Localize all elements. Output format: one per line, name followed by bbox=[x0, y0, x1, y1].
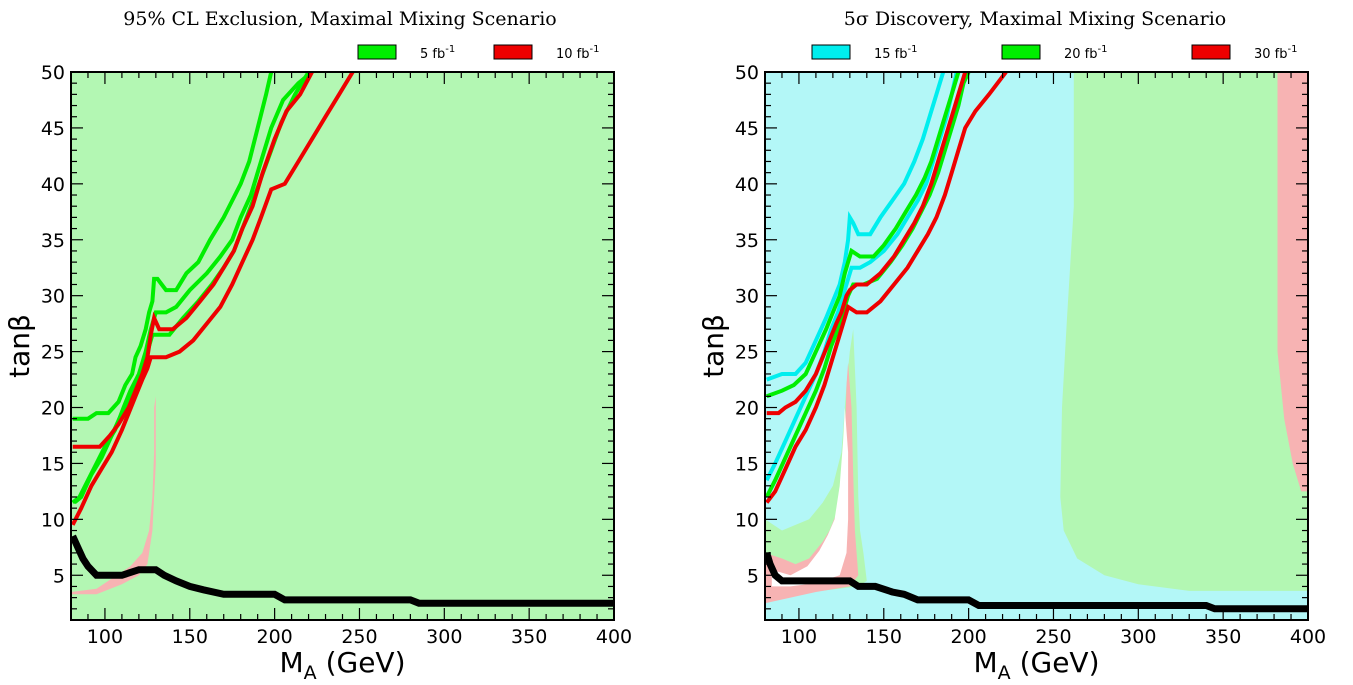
plot-area bbox=[71, 72, 614, 620]
region-1 bbox=[1060, 72, 1308, 591]
legend-label: 5 fb-1 bbox=[420, 44, 455, 62]
y-axis-label: tanβ bbox=[3, 314, 36, 378]
series-line-3 bbox=[72, 72, 314, 449]
x-tick-label: 250 bbox=[1035, 626, 1071, 648]
y-tick-label: 50 bbox=[41, 62, 65, 84]
plot-area bbox=[765, 72, 1308, 620]
y-tick-label: 15 bbox=[41, 453, 65, 475]
x-axis-label: MA (GeV) bbox=[974, 646, 1100, 684]
y-tick-label: 10 bbox=[41, 509, 65, 531]
x-tick-label: 200 bbox=[256, 626, 292, 648]
legend-label: 10 fb-1 bbox=[556, 44, 600, 62]
legend-label: 15 fb-1 bbox=[874, 44, 918, 62]
series-line-4 bbox=[71, 72, 355, 526]
legend: 5 fb-1 10 fb-1 bbox=[357, 44, 600, 62]
y-tick-label: 40 bbox=[41, 174, 65, 196]
y-tick-label: 20 bbox=[41, 398, 65, 420]
legend-swatch bbox=[811, 44, 851, 60]
x-tick-label: 150 bbox=[172, 626, 208, 648]
legend-swatch bbox=[1001, 44, 1041, 60]
y-axis-label: tanβ bbox=[697, 314, 730, 378]
y-tick-label: 10 bbox=[735, 509, 759, 531]
y-tick-label: 50 bbox=[735, 62, 759, 84]
y-tick-label: 30 bbox=[735, 286, 759, 308]
y-tick-label: 35 bbox=[41, 230, 65, 252]
series-line-6 bbox=[765, 551, 1308, 613]
y-axis: 5 10 15 20 25 30 35 40 45 50 bbox=[41, 62, 614, 621]
y-tick-label: 45 bbox=[735, 118, 759, 140]
legend-label: 20 fb-1 bbox=[1064, 44, 1108, 62]
series-line-4 bbox=[766, 72, 968, 416]
legend-swatch bbox=[1191, 44, 1231, 60]
x-tick-label: 300 bbox=[426, 626, 462, 648]
x-axis: 100 150 200 250 300 350 400 bbox=[70, 72, 632, 648]
legend-swatch bbox=[357, 44, 397, 60]
chart-title: 95% CL Exclusion, Maximal Mixing Scenari… bbox=[123, 8, 556, 30]
y-tick-label: 5 bbox=[747, 565, 759, 587]
x-tick-label: 100 bbox=[87, 626, 123, 648]
discovery-panel: 100 150 200 250 300 350 400 5 10 15 20 25 30 35 40 45 50… bbox=[697, 8, 1326, 684]
x-tick-label: 350 bbox=[511, 626, 547, 648]
y-tick-label: 35 bbox=[735, 230, 759, 252]
y-tick-label: 5 bbox=[53, 565, 65, 587]
x-axis: 100 150 200 250 300 350 400 bbox=[764, 72, 1326, 648]
x-tick-label: 150 bbox=[866, 626, 902, 648]
y-tick-label: 15 bbox=[735, 453, 759, 475]
y-tick-label: 30 bbox=[41, 286, 65, 308]
x-tick-label: 300 bbox=[1120, 626, 1156, 648]
x-tick-label: 250 bbox=[341, 626, 377, 648]
y-tick-label: 25 bbox=[41, 342, 65, 364]
x-tick-label: 400 bbox=[596, 626, 632, 648]
region-5 bbox=[771, 407, 849, 587]
series-line-0 bbox=[72, 72, 274, 421]
series-line-0 bbox=[766, 72, 946, 382]
chart-title: 5σ Discovery, Maximal Mixing Scenario bbox=[844, 8, 1226, 30]
series-line-5 bbox=[765, 72, 1008, 504]
x-tick-label: 350 bbox=[1205, 626, 1241, 648]
x-tick-label: 200 bbox=[950, 626, 986, 648]
series-line-5 bbox=[71, 534, 614, 607]
y-tick-label: 25 bbox=[735, 342, 759, 364]
exclusion-panel: 100 150 200 250 300 350 400 5 10 15 20 25 30 35 40 45 50… bbox=[3, 8, 632, 684]
legend-swatch bbox=[493, 44, 533, 60]
x-tick-label: 100 bbox=[781, 626, 817, 648]
region-0 bbox=[71, 72, 614, 620]
y-tick-label: 40 bbox=[735, 174, 759, 196]
x-tick-label: 400 bbox=[1290, 626, 1326, 648]
y-tick-label: 45 bbox=[41, 118, 65, 140]
x-axis-label: MA (GeV) bbox=[280, 646, 406, 684]
legend: 15 fb-1 20 fb-1 30 fb-1 bbox=[811, 44, 1298, 62]
y-tick-label: 20 bbox=[735, 398, 759, 420]
region-2 bbox=[1277, 72, 1308, 492]
series-line-2 bbox=[766, 72, 961, 399]
legend-label: 30 fb-1 bbox=[1254, 44, 1298, 62]
y-axis: 5 10 15 20 25 30 35 40 45 50 bbox=[735, 62, 1308, 621]
